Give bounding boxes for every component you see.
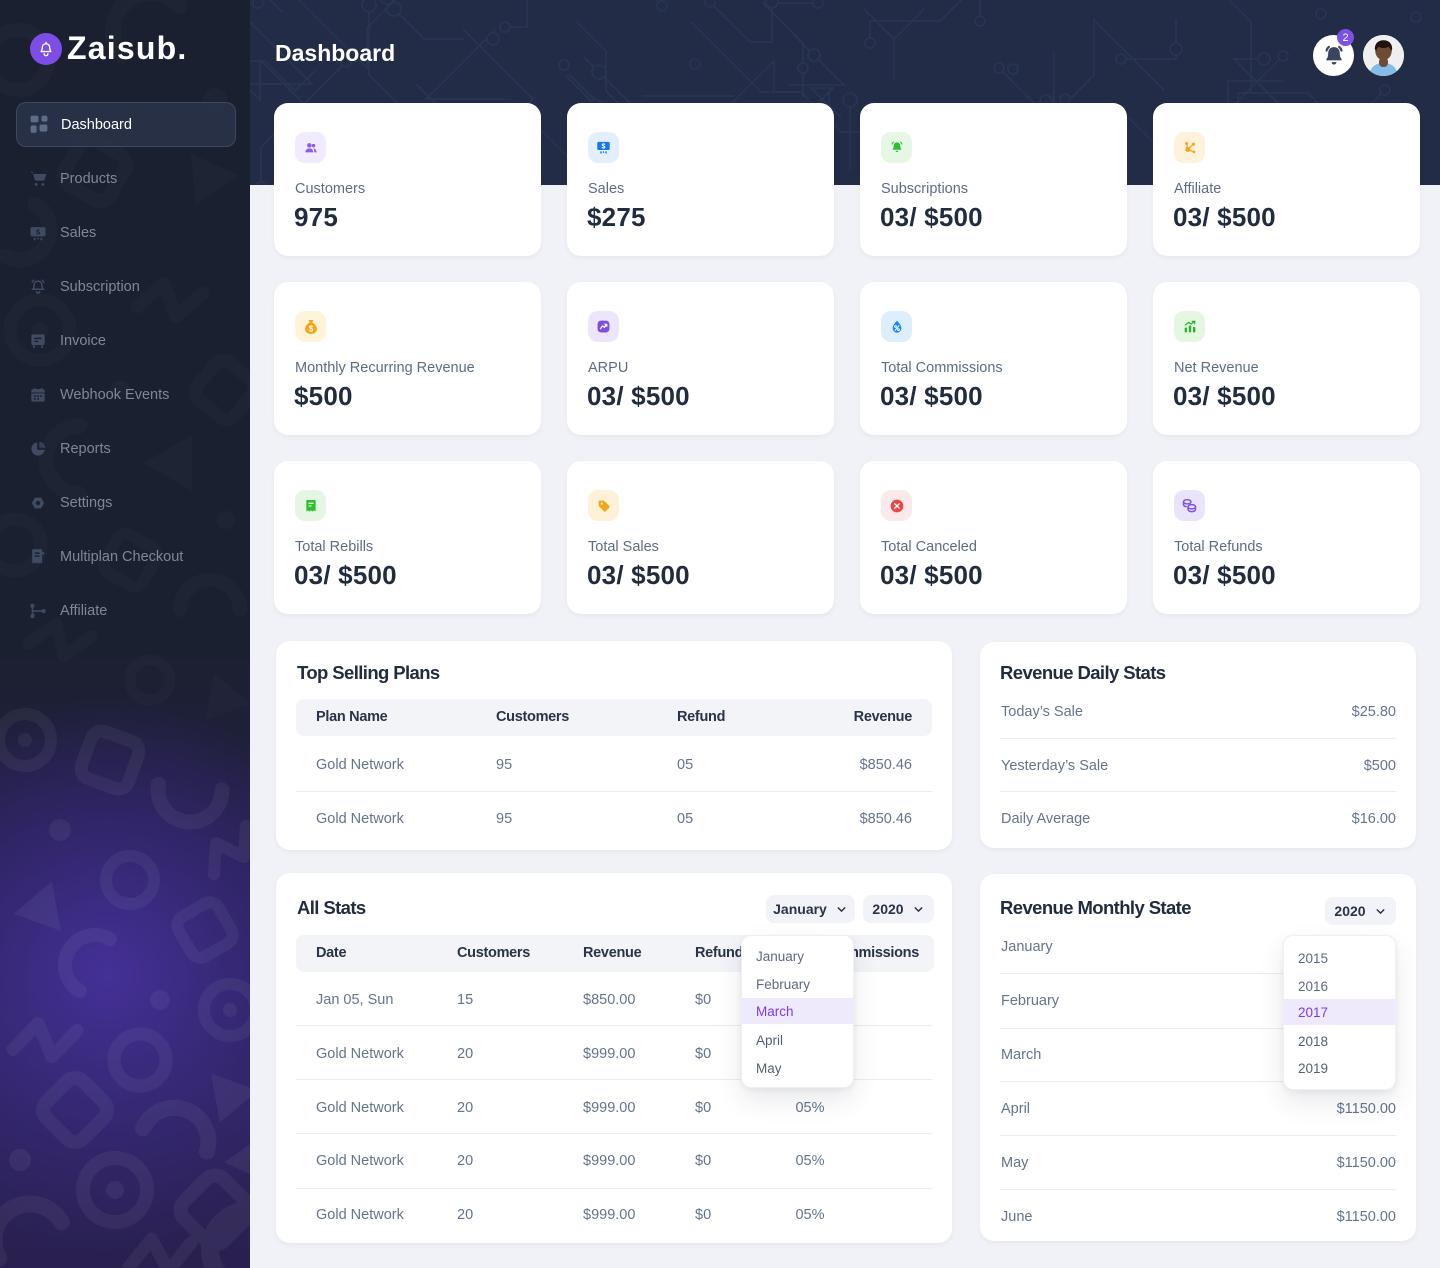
svg-text:$: $ xyxy=(602,142,606,150)
svg-text:$: $ xyxy=(36,227,41,236)
svg-text:$: $ xyxy=(308,324,313,333)
